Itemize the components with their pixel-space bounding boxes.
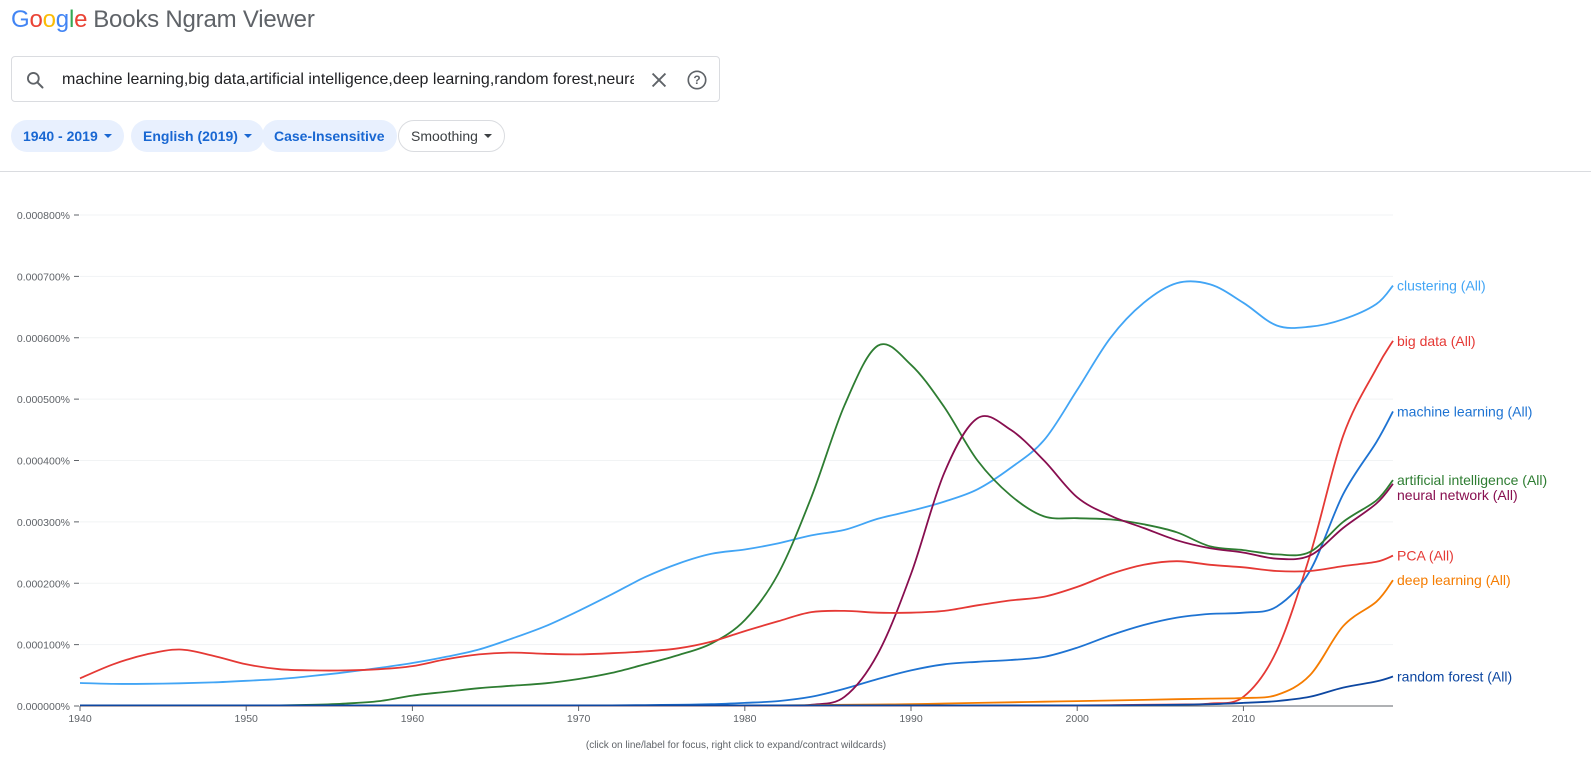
app-logo[interactable]: Google Books Ngram Viewer: [11, 6, 315, 34]
series-line-artificial-intelligence-all: [80, 343, 1394, 707]
chevron-down-icon: [483, 134, 492, 139]
ngram-chart: 0.000000% 0.000100% 0.000200% 0.000300% 0.00…: [17, 210, 1547, 725]
x-tick-label: 1980: [733, 713, 757, 725]
series-label-neural-network-all[interactable]: neural network (All): [1397, 487, 1518, 503]
x-tick-label: 1940: [68, 713, 92, 725]
x-tick-label: 1990: [899, 713, 923, 725]
y-tick-label: 0.000700%: [17, 271, 70, 283]
x-tick-label: 1950: [235, 713, 259, 725]
google-logo-text: Google: [11, 6, 88, 33]
y-tick-label: 0.000300%: [17, 517, 70, 529]
case-insensitive-chip[interactable]: Case-Insensitive: [262, 120, 397, 152]
search-input[interactable]: [62, 65, 634, 95]
help-icon[interactable]: ?: [686, 69, 708, 91]
chevron-down-icon: [243, 134, 252, 139]
series-label-random-forest-all[interactable]: random forest (All): [1397, 669, 1512, 685]
series-label-machine-learning-all[interactable]: machine learning (All): [1397, 403, 1532, 419]
x-tick-label: 1970: [567, 713, 591, 725]
corpus-label: English (2019): [143, 128, 238, 144]
svg-text:?: ?: [693, 73, 700, 87]
series-label-clustering-all[interactable]: clustering (All): [1397, 278, 1486, 294]
series-line-big-data-all: [80, 340, 1394, 707]
x-tick-label: 2000: [1066, 713, 1090, 725]
series-line-neural-network-all: [80, 415, 1394, 707]
search-icon[interactable]: [25, 70, 45, 90]
y-tick-label: 0.000400%: [17, 456, 70, 468]
series-line-random-forest-all: [80, 675, 1394, 707]
year-range-label: 1940 - 2019: [23, 128, 98, 144]
series-line-clustering-all: [79, 280, 1394, 685]
x-tick-label: 1960: [401, 713, 425, 725]
chevron-down-icon: [103, 134, 112, 139]
search-bar: ?: [11, 56, 720, 102]
series-label-artificial-intelligence-all[interactable]: artificial intelligence (All): [1397, 472, 1547, 488]
series-label-pca-all[interactable]: PCA (All): [1397, 548, 1454, 564]
y-tick-label: 0.000500%: [17, 394, 70, 406]
series-label-big-data-all[interactable]: big data (All): [1397, 333, 1476, 349]
y-tick-label: 0.000600%: [17, 333, 70, 345]
x-tick-label: 2010: [1232, 713, 1256, 725]
series-label-deep-learning-all[interactable]: deep learning (All): [1397, 572, 1511, 588]
series-line-deep-learning-all: [80, 579, 1394, 707]
smoothing-label: Smoothing: [411, 128, 478, 144]
y-tick-label: 0.000000%: [17, 701, 70, 713]
series-line-pca-all: [79, 554, 1394, 680]
smoothing-chip[interactable]: Smoothing: [398, 120, 505, 152]
corpus-chip[interactable]: English (2019): [131, 120, 264, 152]
page-title: Books Ngram Viewer: [93, 6, 315, 33]
close-icon[interactable]: [648, 69, 670, 91]
header-divider: [0, 171, 1591, 172]
y-tick-label: 0.000800%: [17, 210, 70, 222]
series-line-machine-learning-all: [80, 410, 1394, 707]
y-tick-label: 0.000200%: [17, 578, 70, 590]
year-range-chip[interactable]: 1940 - 2019: [11, 120, 124, 152]
case-label: Case-Insensitive: [274, 128, 385, 144]
chart-footnote: (click on line/label for focus, right cl…: [585, 740, 887, 751]
y-tick-label: 0.000100%: [17, 640, 70, 652]
